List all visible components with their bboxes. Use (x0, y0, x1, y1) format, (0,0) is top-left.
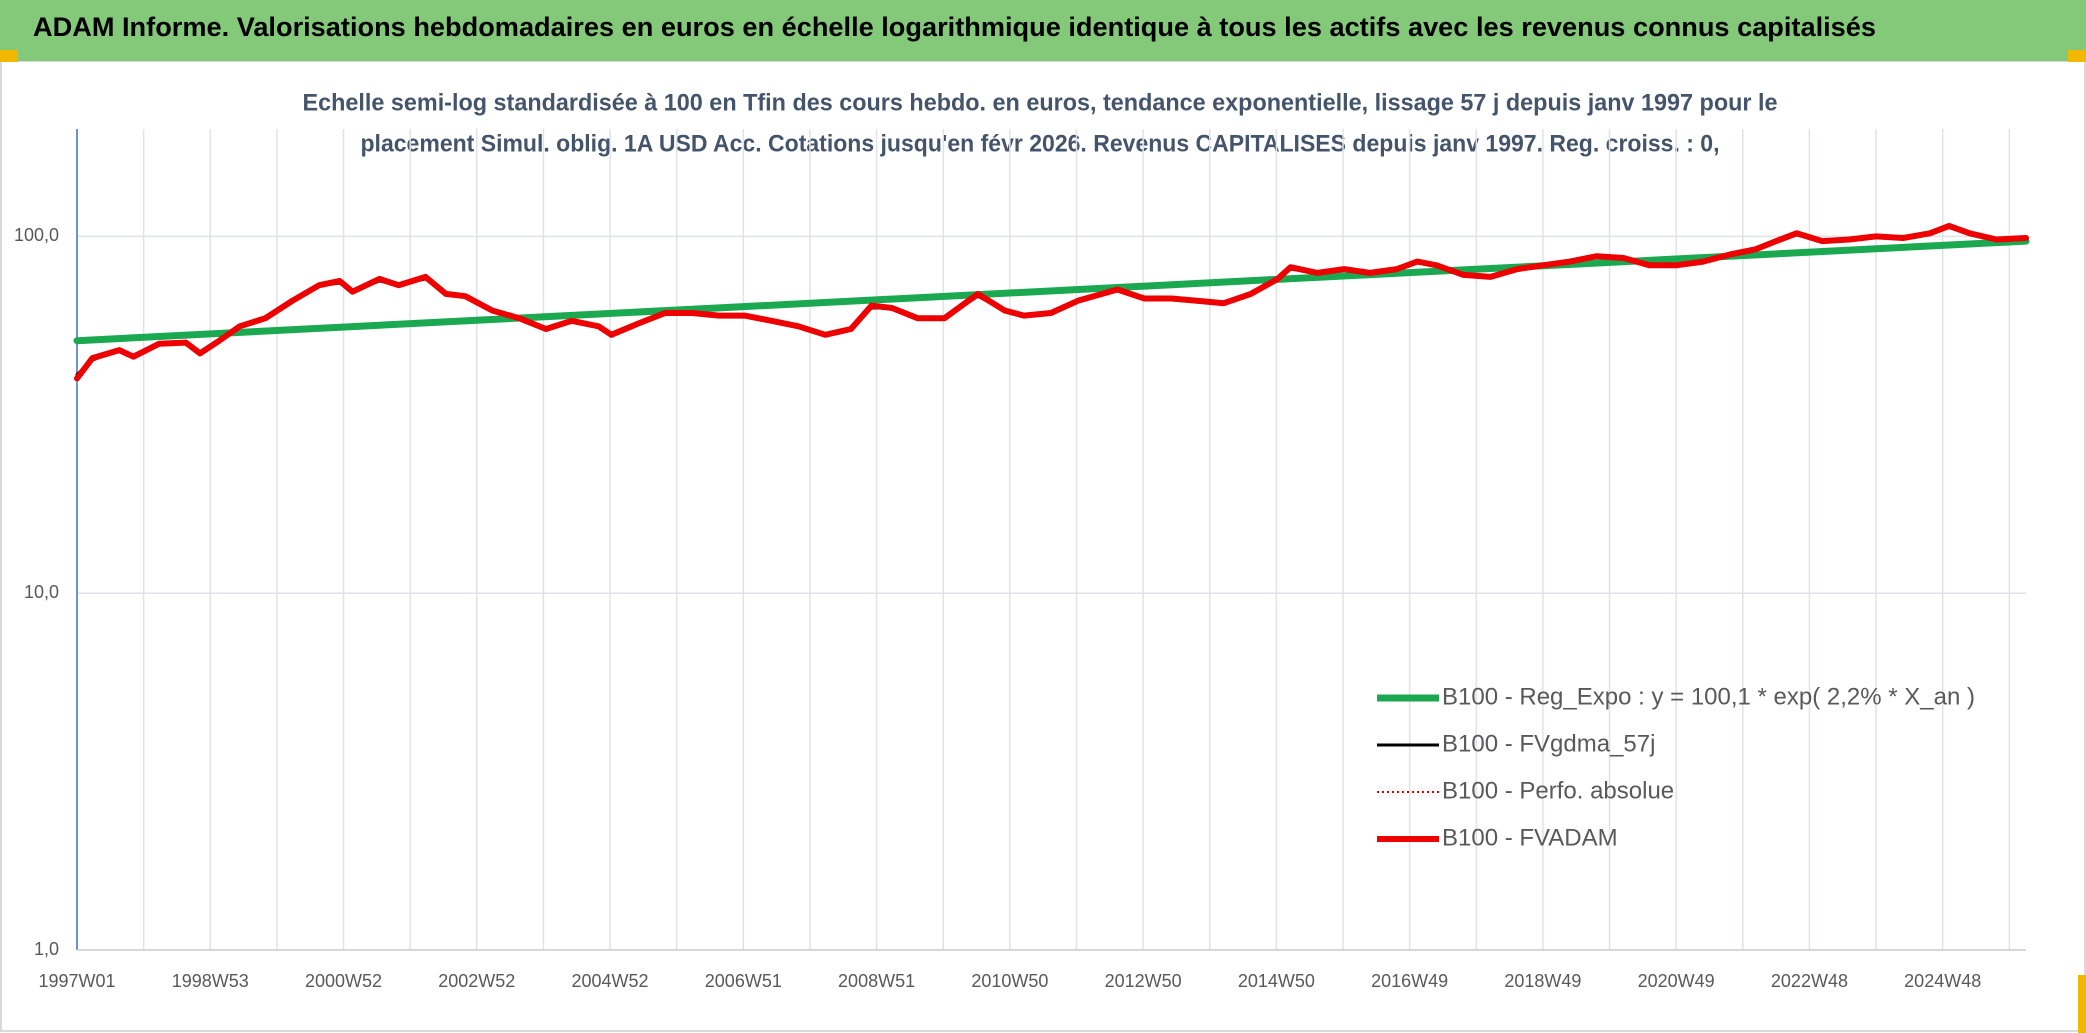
chart-title: ADAM Informe. Valorisations hebdomadaire… (33, 12, 1876, 42)
x-tick-label: 2002W52 (438, 971, 515, 991)
chart-subtitle: Echelle semi-log standardisée à 100 en T… (303, 89, 1778, 116)
x-tick-label: 2020W49 (1638, 971, 1715, 991)
legend-label: B100 - FVgdma_57j (1442, 730, 1655, 757)
corner (2078, 975, 2086, 1033)
corner (2068, 50, 2086, 62)
x-tick-label: 2018W49 (1504, 971, 1581, 991)
chart-subtitle: placement Simul. oblig. 1A USD Acc. Cota… (361, 130, 1720, 157)
corner (0, 50, 18, 62)
x-tick-label: 2024W48 (1904, 971, 1981, 991)
plot-area: 1997W01 1998W53 2000W52 2002W52 2004W52 2006W… (14, 129, 2030, 991)
y-tick-label: 100,0 (14, 225, 59, 245)
x-tick-label: 1997W01 (38, 971, 115, 991)
x-tick-label: 2004W52 (572, 971, 649, 991)
x-tick-label: 1998W53 (172, 971, 249, 991)
x-tick-label: 2016W49 (1371, 971, 1448, 991)
series-line (74, 222, 2029, 382)
legend-label: B100 - Perfo. absolue (1442, 777, 1674, 804)
x-tick-label: 2010W50 (971, 971, 1048, 991)
x-tick-label: 2008W51 (838, 971, 915, 991)
x-tick-label: 2014W50 (1238, 971, 1315, 991)
x-tick-label: 2006W51 (705, 971, 782, 991)
x-tick-label: 2000W52 (305, 971, 382, 991)
legend-label: B100 - Reg_Expo : y = 100,1 * exp( 2,2% … (1442, 683, 1975, 710)
x-tick-label: 2022W48 (1771, 971, 1848, 991)
title-bar (0, 0, 2086, 61)
x-tick-label: 2012W50 (1105, 971, 1182, 991)
series-line (73, 237, 2030, 345)
y-tick-label: 1,0 (34, 939, 59, 959)
legend-label: B100 - FVADAM (1442, 824, 1618, 851)
y-tick-label: 10,0 (24, 582, 59, 602)
